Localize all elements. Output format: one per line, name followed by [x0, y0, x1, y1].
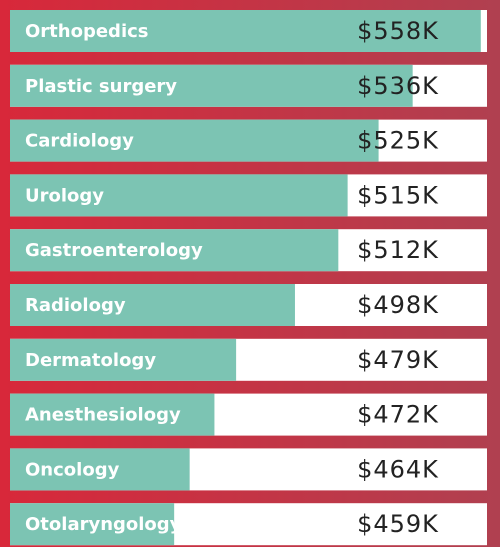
bar — [10, 393, 215, 436]
value-label: $525K — [357, 127, 439, 155]
category-label: Orthopedics — [25, 21, 149, 42]
value-label: $558K — [357, 17, 439, 45]
bar — [10, 229, 339, 272]
bar — [10, 10, 481, 52]
bar — [10, 64, 413, 107]
value-label: $498K — [357, 291, 439, 319]
category-label: Dermatology — [25, 350, 156, 371]
category-label: Gastroenterology — [25, 240, 203, 261]
value-label: $472K — [357, 401, 439, 429]
category-label: Radiology — [25, 295, 126, 316]
bar — [10, 284, 295, 326]
category-label: Cardiology — [25, 131, 134, 152]
category-label: Urology — [25, 185, 104, 206]
bar — [10, 338, 237, 381]
bar — [10, 448, 190, 491]
category-label: Otolaryngology — [25, 514, 182, 535]
value-label: $512K — [357, 236, 439, 264]
category-label: Anesthesiology — [25, 405, 181, 426]
value-label: $459K — [357, 510, 439, 538]
value-label: $464K — [357, 455, 439, 483]
category-label: Plastic surgery — [25, 76, 177, 97]
value-label: $515K — [357, 181, 439, 209]
bar — [10, 174, 348, 217]
value-label: $536K — [357, 72, 439, 100]
bar — [10, 503, 175, 546]
value-label: $479K — [357, 346, 439, 374]
category-label: Oncology — [25, 459, 120, 480]
bar — [10, 119, 379, 162]
